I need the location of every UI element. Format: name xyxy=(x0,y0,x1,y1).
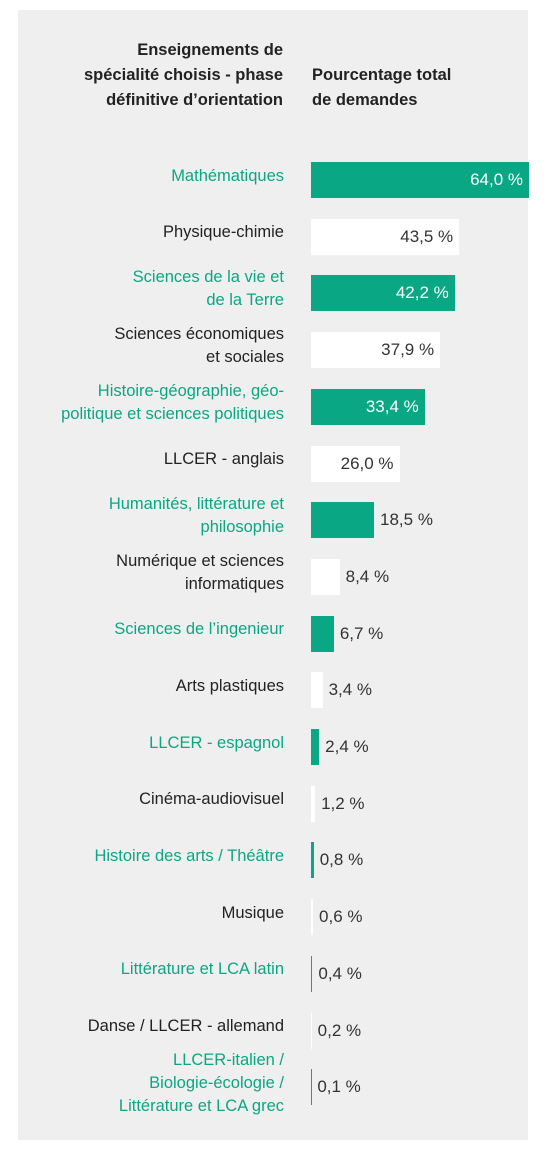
bar xyxy=(311,899,314,936)
category-label: Histoire des arts / Théâtre xyxy=(94,846,284,865)
bar xyxy=(311,388,425,425)
bar xyxy=(311,842,314,879)
chart-panel xyxy=(18,10,528,1140)
value-label: 26,0 % xyxy=(340,453,394,473)
category-label: Musique xyxy=(221,903,284,922)
category-label: Sciences de la vie et de la Terre xyxy=(132,268,284,310)
bar xyxy=(311,955,313,992)
category-label: Physique-chimie xyxy=(162,223,284,242)
value-label: 0,4 % xyxy=(318,963,362,983)
value-label: 6,7 % xyxy=(339,623,384,643)
bar xyxy=(311,672,323,709)
value-label: 37,9 % xyxy=(381,340,435,360)
value-label: 2,4 % xyxy=(325,737,369,756)
bar xyxy=(311,445,400,482)
bar xyxy=(311,218,460,255)
bar xyxy=(311,558,340,595)
category-label: Sciences de l’ingenieur xyxy=(114,620,284,639)
category-label: Littérature et LCA latin xyxy=(120,960,284,979)
category-label: Sciences économiques et sociales xyxy=(114,325,284,367)
category-label: Danse / LLCER - allemand xyxy=(87,1017,284,1035)
category-label: Mathématiques xyxy=(171,166,284,185)
bar xyxy=(311,275,455,312)
category-label: Histoire-géographie, géo- politique et s… xyxy=(61,381,284,423)
bar xyxy=(311,729,320,765)
value-header: Pourcentage total de demandes xyxy=(312,66,452,109)
value-label: 0,2 % xyxy=(317,1020,362,1040)
value-label: 0,6 % xyxy=(319,907,363,927)
value-label: 42,2 % xyxy=(395,283,449,303)
value-label: 1,2 % xyxy=(321,793,365,813)
bar xyxy=(311,162,529,198)
bar xyxy=(311,502,375,539)
value-label: 0,1 % xyxy=(317,1077,361,1097)
category-label: Cinéma-audiovisuel xyxy=(139,790,284,809)
bar xyxy=(311,1012,312,1049)
value-label: 18,5 % xyxy=(380,510,433,530)
value-label: 3,4 % xyxy=(328,680,373,700)
value-label: 0,8 % xyxy=(319,850,364,870)
category-label: Humanités, littérature et philosophie xyxy=(108,495,284,537)
category-label: LLCER-italien / Biologie-écologie / Litt… xyxy=(118,1050,284,1115)
value-label: 33,4 % xyxy=(365,396,419,416)
category-label: Numérique et sciences informatiques xyxy=(116,551,284,593)
value-label: 64,0 % xyxy=(470,170,523,189)
value-label: 8,4 % xyxy=(345,566,390,586)
bar xyxy=(311,615,334,652)
category-label: LLCER - anglais xyxy=(163,450,284,468)
category-label: Arts plastiques xyxy=(175,676,284,695)
bar xyxy=(311,332,441,369)
bar xyxy=(311,785,316,822)
category-label: LLCER - espagnol xyxy=(149,733,284,752)
value-label: 43,5 % xyxy=(400,226,454,246)
category-header: Enseignements de spécialité choisis - ph… xyxy=(84,41,283,109)
